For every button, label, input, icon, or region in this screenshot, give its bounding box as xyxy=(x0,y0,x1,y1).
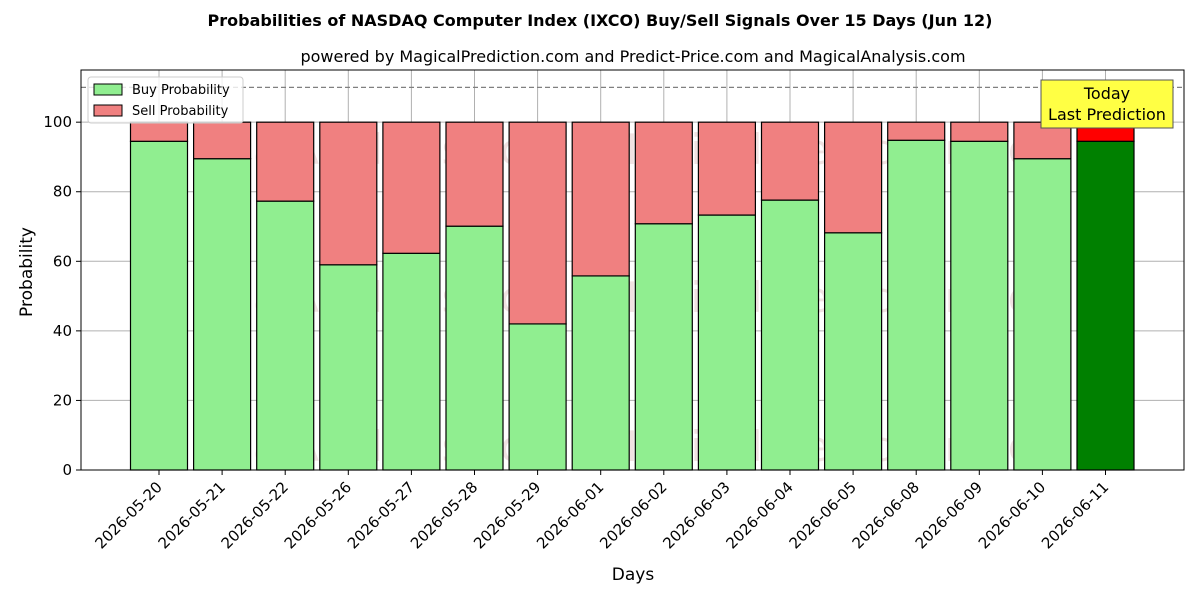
sell-bar-2026-06-03 xyxy=(697,121,757,216)
x-tick-label-2026-05-27: 2026-05-27 xyxy=(344,478,418,552)
x-axis-label: Days xyxy=(612,565,655,585)
legend-swatch-1 xyxy=(93,104,123,117)
buy-bar-2026-06-01 xyxy=(571,275,630,471)
x-tick-label-2026-06-04: 2026-06-04 xyxy=(722,478,796,552)
legend: Buy Probability Sell Probability xyxy=(87,76,244,124)
annotation-line-2: Last Prediction xyxy=(1048,105,1166,124)
axes xyxy=(80,69,1185,471)
buy-bar-2026-05-22 xyxy=(256,200,315,471)
sell-bar-2026-05-27 xyxy=(382,121,441,254)
y-tick-label-2: 40 xyxy=(53,322,72,340)
legend-label-1: Sell Probability xyxy=(132,104,229,119)
buy-bar-2026-06-11 xyxy=(1076,140,1135,471)
y-tick-label-5: 100 xyxy=(43,113,72,131)
x-tick-label-2026-05-21: 2026-05-21 xyxy=(155,478,229,552)
sell-bar-2026-05-20 xyxy=(129,121,189,142)
buy-bar-2026-05-29 xyxy=(508,323,567,471)
buy-bar-2026-06-02 xyxy=(634,223,693,471)
buy-bar-2026-05-20 xyxy=(129,140,189,471)
y-axis-label: Probability xyxy=(17,227,37,317)
sell-bar-2026-06-08 xyxy=(887,121,946,141)
x-tick-label-2026-05-28: 2026-05-28 xyxy=(407,478,481,552)
x-tick-label-2026-06-02: 2026-06-02 xyxy=(596,478,670,552)
buy-bar-2026-06-10 xyxy=(1013,158,1072,471)
x-tick-label-2026-05-29: 2026-05-29 xyxy=(470,478,544,552)
x-tick-label-2026-05-20: 2026-05-20 xyxy=(91,478,165,552)
buy-bar-2026-05-28 xyxy=(445,225,504,471)
sell-bar-2026-06-09 xyxy=(950,121,1009,142)
x-tick-label-2026-06-08: 2026-06-08 xyxy=(849,478,923,552)
sell-bar-2026-06-04 xyxy=(760,121,820,201)
sell-bar-2026-05-22 xyxy=(256,121,315,202)
sell-bar-2026-05-29 xyxy=(508,121,567,325)
buy-bar-2026-05-27 xyxy=(382,252,441,471)
buy-bar-2026-06-04 xyxy=(760,199,820,471)
buy-bar-2026-05-21 xyxy=(193,158,252,471)
sell-bar-2026-05-28 xyxy=(445,121,504,227)
x-tick-label-2026-06-03: 2026-06-03 xyxy=(659,478,733,552)
sell-bar-2026-05-26 xyxy=(319,121,378,266)
bars xyxy=(129,121,1135,471)
buy-bar-2026-06-03 xyxy=(697,214,757,471)
buy-bar-2026-06-05 xyxy=(823,232,883,471)
x-tick-label-2026-06-01: 2026-06-01 xyxy=(533,478,607,552)
sell-bar-2026-05-21 xyxy=(193,121,252,160)
x-tick-label-2026-06-11: 2026-06-11 xyxy=(1038,478,1112,552)
x-tick-label-2026-06-10: 2026-06-10 xyxy=(975,478,1049,552)
legend-label-0: Buy Probability xyxy=(132,83,230,98)
sell-bar-2026-06-05 xyxy=(823,121,883,234)
buy-bar-2026-05-26 xyxy=(319,264,378,471)
buy-bar-2026-06-09 xyxy=(950,140,1009,471)
plot-frame xyxy=(80,69,1185,471)
sell-bar-2026-06-02 xyxy=(634,121,693,225)
chart-title: Probabilities of NASDAQ Computer Index (… xyxy=(208,11,993,30)
sell-bar-2026-06-01 xyxy=(571,121,630,277)
annotation-line-1: Today xyxy=(1083,84,1130,103)
chart-subtitle: powered by MagicalPrediction.com and Pre… xyxy=(300,47,965,66)
today-annotation: Today Last Prediction xyxy=(1040,79,1174,129)
annotation-box xyxy=(1040,79,1174,129)
buy-bar-2026-06-08 xyxy=(887,139,946,471)
y-tick-label-4: 80 xyxy=(53,183,72,201)
x-tick-label-2026-05-22: 2026-05-22 xyxy=(218,478,292,552)
y-tick-label-0: 0 xyxy=(62,461,72,479)
x-tick-label-2026-06-09: 2026-06-09 xyxy=(912,478,986,552)
legend-box xyxy=(87,76,244,124)
y-tick-label-1: 20 xyxy=(53,391,72,409)
x-tick-label-2026-06-05: 2026-06-05 xyxy=(786,478,860,552)
y-tick-label-3: 60 xyxy=(53,252,72,270)
x-tick-label-2026-05-26: 2026-05-26 xyxy=(281,478,355,552)
legend-swatch-0 xyxy=(93,83,123,96)
